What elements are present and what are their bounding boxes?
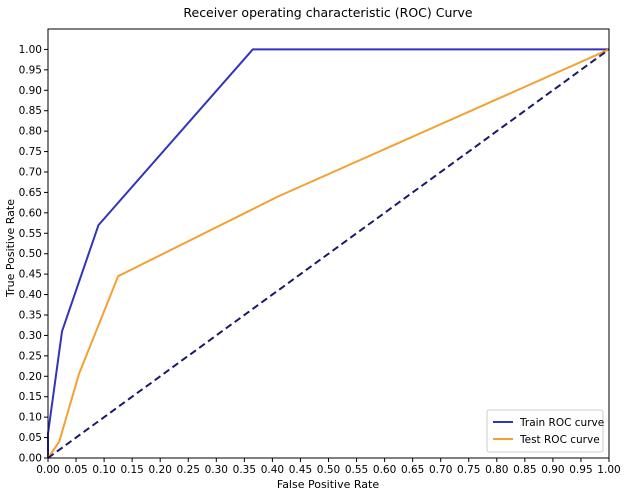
x-tick-label: 0.75	[457, 464, 480, 476]
y-tick-label: 0.85	[19, 105, 42, 117]
x-tick-label: 0.90	[541, 464, 564, 476]
x-tick-label: 0.50	[317, 464, 340, 476]
x-tick-label: 0.10	[92, 464, 115, 476]
x-tick-label: 0.30	[205, 464, 228, 476]
y-tick-label: 0.35	[19, 310, 42, 322]
x-tick-label: 0.25	[177, 464, 200, 476]
y-tick-label: 0.05	[19, 432, 42, 444]
y-tick-label: 0.65	[19, 187, 42, 199]
y-tick-label: 0.95	[19, 64, 42, 76]
y-tick-label: 0.30	[19, 330, 42, 342]
x-tick-label: 0.20	[149, 464, 172, 476]
y-tick-label: 0.15	[19, 391, 42, 403]
x-tick-label: 0.45	[289, 464, 312, 476]
x-tick-label: 0.55	[345, 464, 368, 476]
x-tick-label: 0.40	[261, 464, 284, 476]
x-tick-label: 0.60	[373, 464, 396, 476]
y-tick-label: 0.25	[19, 350, 42, 362]
legend-label: Train ROC curve	[519, 417, 604, 429]
y-tick-label: 0.20	[19, 371, 42, 383]
x-axis-label: False Positive Rate	[277, 478, 379, 491]
x-tick-label: 0.35	[233, 464, 256, 476]
y-tick-label: 0.90	[19, 85, 42, 97]
y-tick-label: 0.45	[19, 269, 42, 281]
legend-label: Test ROC curve	[519, 434, 600, 446]
x-tick-label: 0.70	[429, 464, 452, 476]
y-tick-label: 0.60	[19, 207, 42, 219]
chance-diagonal-line	[47, 48, 610, 459]
x-tick-label: 1.00	[597, 464, 620, 476]
y-tick-label: 0.00	[19, 453, 42, 465]
chart-title: Receiver operating characteristic (ROC) …	[183, 5, 473, 20]
y-axis-label: True Positive Rate	[4, 199, 17, 298]
x-tick-label: 0.65	[401, 464, 424, 476]
x-tick-label: 0.85	[513, 464, 536, 476]
legend-box	[486, 409, 604, 453]
y-tick-label: 0.10	[19, 412, 42, 424]
plot-area: 0.00 0.05 0.10 0.15 0.20 0.25 0.30 0.35 0.40 0.45…	[19, 28, 621, 476]
plot-frame	[47, 28, 610, 459]
x-tick-label: 0.05	[64, 464, 87, 476]
x-tick-label: 0.15	[120, 464, 143, 476]
series-line-2	[47, 48, 610, 459]
y-tick-label: 0.40	[19, 289, 42, 301]
y-tick-label: 0.70	[19, 167, 42, 179]
x-tick-label: 0.00	[36, 464, 59, 476]
y-tick-label: 0.50	[19, 248, 42, 260]
y-tick-label: 0.80	[19, 126, 42, 138]
y-tick-label: 0.75	[19, 146, 42, 158]
legend: Train ROC curve Test ROC curve	[486, 409, 604, 453]
y-tick-label: 1.00	[19, 44, 42, 56]
x-tick-label: 0.95	[569, 464, 592, 476]
x-tick-label: 0.80	[485, 464, 508, 476]
y-tick-label: 0.55	[19, 228, 42, 240]
